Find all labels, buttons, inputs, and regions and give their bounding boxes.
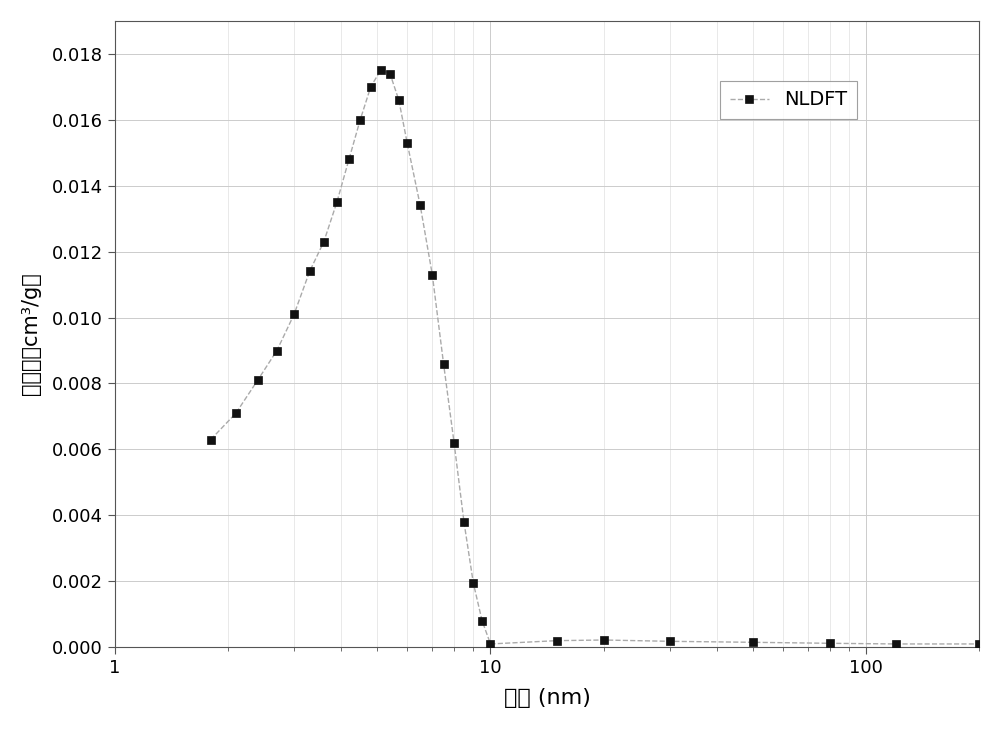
- NLDFT: [458, 518, 470, 526]
- NLDFT: [288, 310, 300, 319]
- NLDFT: [551, 636, 563, 645]
- NLDFT: [476, 617, 488, 625]
- NLDFT: [438, 359, 450, 368]
- NLDFT: [365, 82, 377, 91]
- Line: NLDFT: NLDFT: [207, 66, 983, 648]
- NLDFT: [354, 115, 366, 124]
- NLDFT: [304, 267, 316, 276]
- NLDFT: [252, 376, 264, 385]
- Y-axis label: 孔体积（cm³/g）: 孔体积（cm³/g）: [21, 273, 41, 395]
- NLDFT: [393, 95, 405, 104]
- NLDFT: [747, 638, 759, 647]
- NLDFT: [401, 139, 413, 147]
- NLDFT: [890, 639, 902, 648]
- NLDFT: [205, 435, 217, 444]
- NLDFT: [824, 639, 836, 647]
- X-axis label: 孔径 (nm): 孔径 (nm): [504, 688, 590, 708]
- NLDFT: [973, 639, 985, 648]
- NLDFT: [448, 438, 460, 447]
- NLDFT: [271, 346, 283, 355]
- NLDFT: [414, 201, 426, 210]
- NLDFT: [664, 637, 676, 646]
- NLDFT: [343, 155, 355, 164]
- NLDFT: [331, 198, 343, 206]
- NLDFT: [375, 66, 387, 74]
- NLDFT: [384, 69, 396, 78]
- NLDFT: [484, 639, 496, 648]
- NLDFT: [318, 238, 330, 246]
- NLDFT: [230, 409, 242, 418]
- Legend: NLDFT: NLDFT: [720, 81, 857, 119]
- NLDFT: [598, 636, 610, 644]
- NLDFT: [467, 579, 479, 588]
- NLDFT: [426, 270, 438, 279]
